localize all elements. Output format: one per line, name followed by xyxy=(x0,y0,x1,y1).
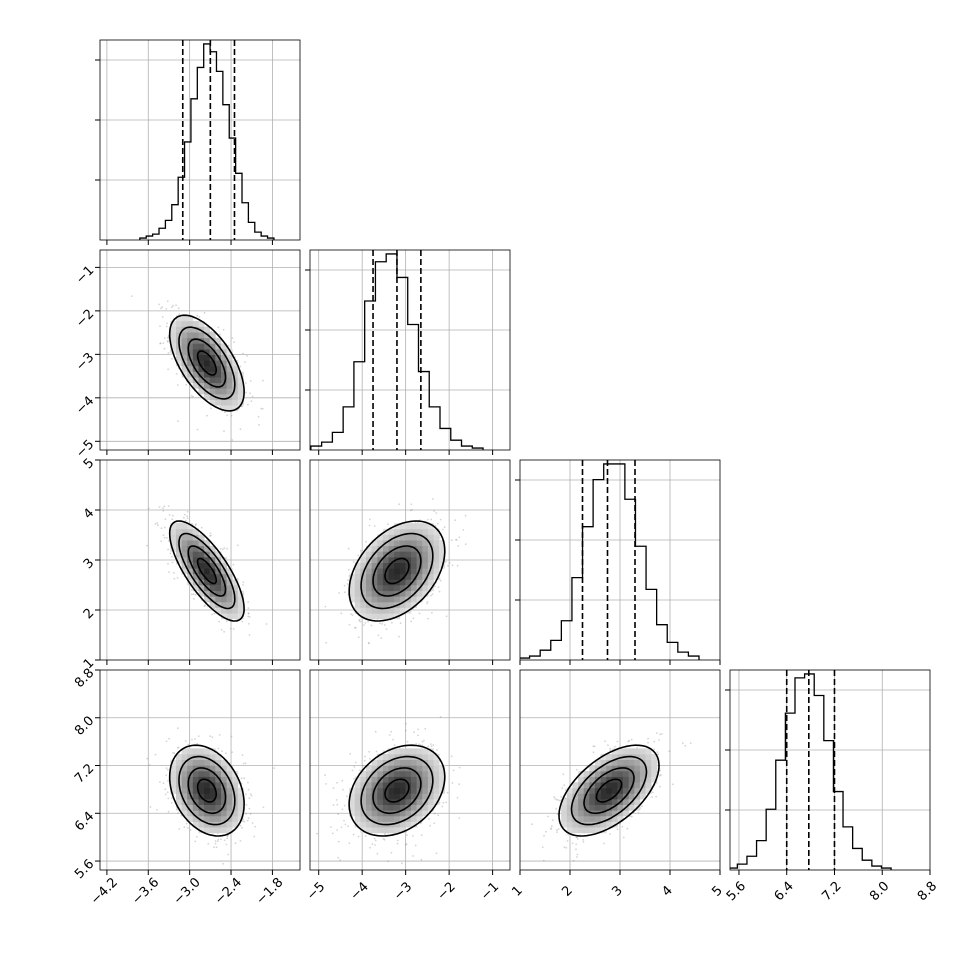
density-blocks xyxy=(170,315,244,412)
x-tick-label: −2.4 xyxy=(212,875,245,908)
contour-2 xyxy=(178,755,236,826)
contour-1 xyxy=(187,545,227,597)
contour-1 xyxy=(187,338,227,388)
x-tick-label: 5 xyxy=(709,883,725,899)
histogram-panel-3: 5.6 6.4 7.2 8.0 8.8 xyxy=(724,669,940,904)
histogram-step xyxy=(139,43,275,240)
contour-3 xyxy=(168,520,245,622)
x-tick-label: 6.4 xyxy=(772,879,797,904)
contour-2 xyxy=(360,755,434,826)
contour-3 xyxy=(348,520,446,622)
y-tick-label: 5 xyxy=(81,456,97,472)
contour-1 xyxy=(187,767,227,815)
y-tick-label: −2 xyxy=(73,307,97,331)
contour-3 xyxy=(348,744,446,837)
panel-frame xyxy=(99,459,301,661)
x-tick-label: 5.6 xyxy=(724,879,749,904)
contour-0 xyxy=(196,778,217,803)
contour-3 xyxy=(168,314,245,412)
y-tick-label: 3 xyxy=(81,556,97,572)
histogram-step xyxy=(520,463,700,660)
contour-1 xyxy=(372,545,422,597)
panel-frame xyxy=(99,249,301,451)
panel-frame xyxy=(309,249,511,451)
x-tick-label: 3 xyxy=(609,883,625,899)
contour-0 xyxy=(196,557,217,585)
y-tick-label: −4 xyxy=(73,394,97,418)
panel-frame xyxy=(309,459,511,661)
y-tick-label: 4 xyxy=(81,506,97,522)
y-tick-label: 2 xyxy=(81,606,97,622)
x-tick-label: −3.0 xyxy=(171,875,204,908)
x-tick-label: 2 xyxy=(559,883,575,899)
x-tick-label: 8.8 xyxy=(915,879,940,904)
contour-0 xyxy=(384,557,410,585)
y-tick-label: −1 xyxy=(73,263,97,287)
contour-3 xyxy=(558,744,660,837)
density-blocks xyxy=(170,523,244,620)
y-tick-label: 6.4 xyxy=(72,809,97,834)
x-tick-label: −5 xyxy=(304,879,328,903)
x-tick-label: 8.0 xyxy=(867,879,892,904)
scatter-panel-3-0: 5.66.47.28.08.8−4.2 −3.6 −3.0 −2.4 −1.8 xyxy=(72,666,301,908)
y-tick-label: 7.2 xyxy=(72,761,97,786)
panel-frame xyxy=(309,669,511,871)
x-tick-label: −4.2 xyxy=(88,875,121,908)
contour-0 xyxy=(196,350,217,376)
contour-0 xyxy=(595,778,623,803)
contour-1 xyxy=(372,767,422,815)
x-tick-label: −3 xyxy=(391,879,415,903)
x-tick-label: −3.6 xyxy=(129,875,162,908)
x-tick-label: 4 xyxy=(659,883,675,899)
x-tick-label: −1 xyxy=(478,879,502,903)
y-tick-label: 8.0 xyxy=(72,714,97,739)
contour-0 xyxy=(384,778,410,803)
contour-2 xyxy=(178,532,236,610)
scatter-panel-3-2: 1 2 3 4 5 xyxy=(509,669,726,900)
x-tick-label: 1 xyxy=(509,883,525,899)
contour-2 xyxy=(360,532,434,610)
histogram-panel-2 xyxy=(515,459,721,665)
x-tick-label: −4 xyxy=(348,879,372,903)
y-tick-label: −3 xyxy=(73,350,97,374)
panel-frame xyxy=(99,669,301,871)
histogram-step xyxy=(310,253,484,450)
contour-2 xyxy=(570,755,648,826)
x-tick-label: −1.8 xyxy=(253,875,286,908)
contour-1 xyxy=(583,767,635,815)
histogram-panel-0 xyxy=(95,39,301,245)
histogram-panel-1 xyxy=(305,249,511,455)
contour-3 xyxy=(168,744,245,837)
density-blocks xyxy=(170,748,244,834)
x-tick-label: 7.2 xyxy=(819,879,844,904)
panel-frame xyxy=(729,669,931,871)
scatter-panel-2-1 xyxy=(309,459,511,665)
contour-2 xyxy=(178,326,236,400)
scatter-panel-3-1: −5 −4 −3 −2 −1 xyxy=(304,669,511,904)
x-tick-label: −2 xyxy=(435,879,459,903)
panel-frame xyxy=(99,39,301,241)
scatter-panel-1-0: −5−4−3−2−1 xyxy=(73,249,301,461)
y-tick-label: 5.6 xyxy=(72,857,97,882)
